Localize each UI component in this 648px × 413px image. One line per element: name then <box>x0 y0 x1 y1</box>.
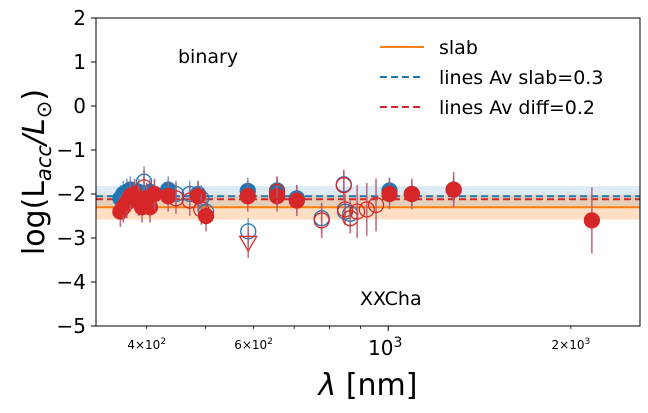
y-axis-ticks: 2 1 0 −1 −2 −3 −4 −5 <box>57 6 96 338</box>
x-minor-tick-label: 2×103 <box>552 337 591 352</box>
data-point <box>336 201 354 218</box>
data-point <box>381 185 398 203</box>
y-tick-label: −1 <box>57 138 86 162</box>
data-point <box>288 192 305 209</box>
y-axis-label: log(Lacc/L⊙) <box>17 89 56 255</box>
data-point <box>189 188 207 205</box>
x-axis-label: λ [nm] <box>317 368 418 403</box>
data-point <box>335 177 352 194</box>
legend-label-lines-slab: lines Av slab=0.3 <box>439 67 603 89</box>
x-major-tick-label: 103 <box>368 335 402 360</box>
series-lines-diff <box>112 169 601 258</box>
legend: slab lines Av slab=0.3 lines Av diff=0.2 <box>380 37 603 119</box>
data-point <box>445 181 462 198</box>
data-point <box>239 188 256 205</box>
data-points <box>112 166 601 258</box>
legend-label-lines-diff: lines Av diff=0.2 <box>439 97 595 119</box>
x-minor-tick-label: 6×102 <box>234 337 273 352</box>
y-tick-label: 2 <box>73 6 86 30</box>
legend-label-slab: slab <box>439 37 478 59</box>
data-point <box>583 212 601 229</box>
y-tick-label: −5 <box>57 314 86 338</box>
data-point <box>403 185 421 203</box>
data-point <box>167 190 185 207</box>
data-point <box>313 212 330 229</box>
band-lines-slab <box>96 186 640 209</box>
data-point <box>146 185 163 203</box>
data-point <box>238 235 258 253</box>
x-axis-ticks: 4×102 6×102 2×103 103 <box>127 326 590 360</box>
annotation-binary: binary <box>178 46 238 68</box>
y-tick-label: −2 <box>57 182 86 206</box>
y-tick-label: 0 <box>73 94 86 118</box>
data-point <box>197 207 215 225</box>
annotation-xxcha: XXCha <box>360 288 422 310</box>
axes-frame <box>95 17 641 327</box>
y-tick-label: −4 <box>57 270 86 294</box>
data-point <box>349 203 366 220</box>
y-tick-label: −3 <box>57 226 86 250</box>
y-tick-label: 1 <box>73 50 86 74</box>
x-minor-tick-label: 4×102 <box>127 337 166 352</box>
data-point <box>358 201 375 218</box>
data-point <box>268 183 286 200</box>
data-point <box>367 196 385 214</box>
